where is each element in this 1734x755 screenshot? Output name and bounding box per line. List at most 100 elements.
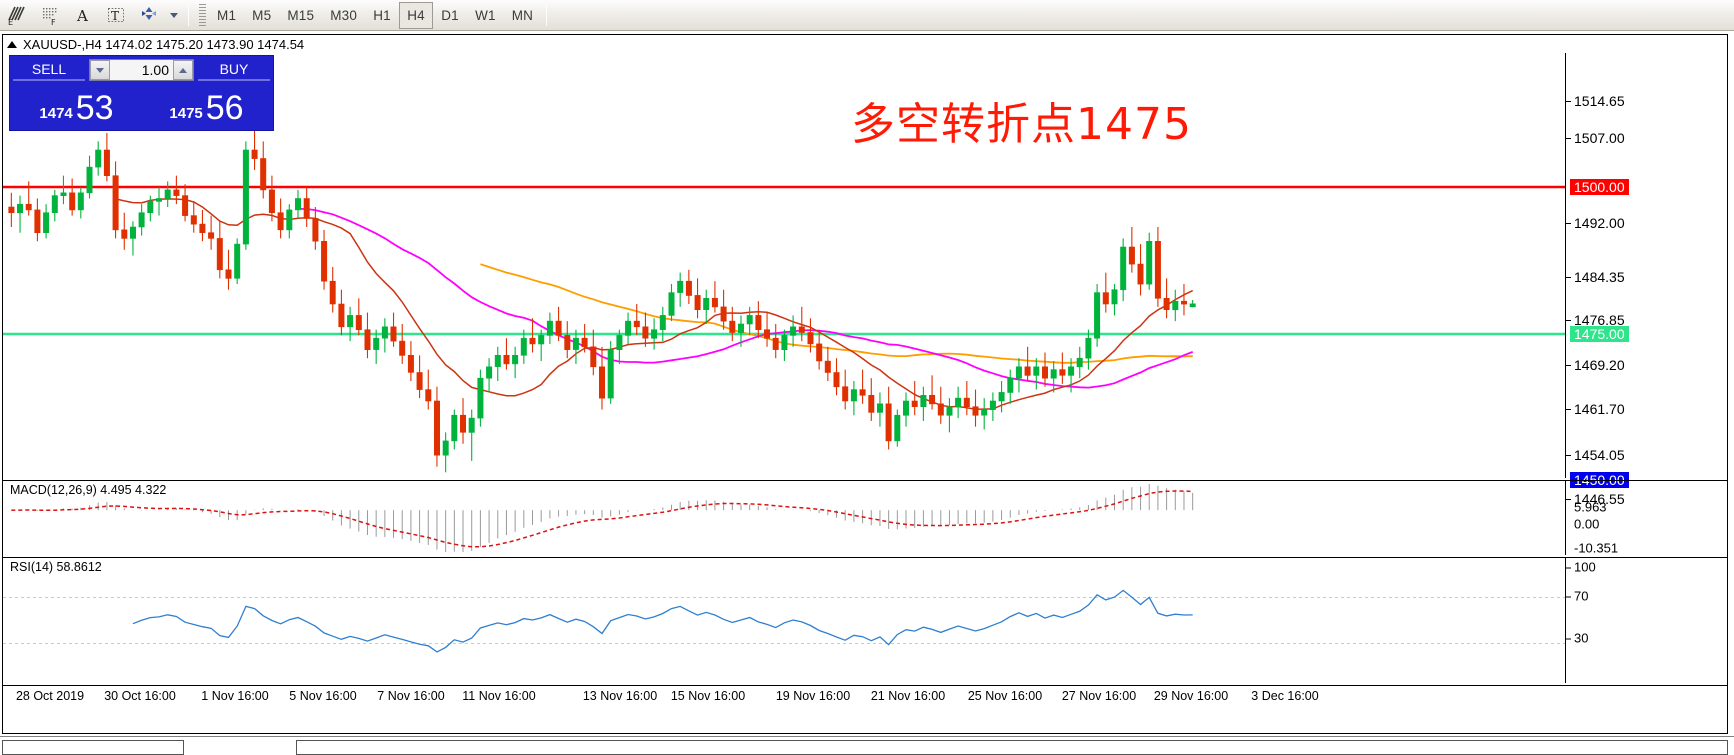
objects-icon[interactable] <box>133 2 164 29</box>
timeframe-m15[interactable]: M15 <box>287 7 315 23</box>
time-label: 1 Nov 16:00 <box>201 689 269 703</box>
bottom-status-strip <box>0 736 1734 755</box>
timeframe-h4[interactable]: H4 <box>399 1 434 29</box>
price-label-1500-00: 1500.00 <box>1570 179 1629 195</box>
price-label-1476-85: 1476.85 <box>1566 313 1625 327</box>
price-label-1492-00: 1492.00 <box>1566 216 1625 230</box>
rsi-axis-label: 30 <box>1566 632 1588 645</box>
expert-advisors-icon[interactable]: E <box>1 2 32 29</box>
ask-price-pips: 56 <box>205 89 244 127</box>
axis-tick <box>1566 409 1571 410</box>
one-click-trading-panel[interactable]: SELL 1.00 BUY 1474 53 1475 56 <box>9 55 274 131</box>
candlestick-chart <box>3 127 1565 473</box>
chart-window[interactable]: XAUUSD-,H4 1474.02 1475.20 1473.90 1474.… <box>2 34 1728 734</box>
macd-axis-label: 0.00 <box>1574 516 1600 532</box>
axis-tick <box>1566 638 1571 639</box>
volume-decrease-button[interactable] <box>90 60 110 80</box>
objects-dropdown-caret-icon[interactable] <box>166 2 182 29</box>
bid-price[interactable]: 1474 53 <box>13 82 140 125</box>
timeframe-mn[interactable]: MN <box>511 7 534 23</box>
sell-button[interactable]: SELL <box>13 59 85 81</box>
taskbar-item-1[interactable] <box>2 740 184 755</box>
macd-plot-area[interactable] <box>3 481 1565 555</box>
indicators-icon[interactable]: F <box>34 2 65 29</box>
rsi-pane[interactable]: RSI(14) 58.8612 100 70 30 <box>3 557 1727 683</box>
timeframe-h1[interactable]: H1 <box>373 7 391 23</box>
price-pane[interactable]: 1514.65 1507.00 1500.00 1492.00 1484.35 1476.… <box>3 53 1727 506</box>
rsi-axis: 100 70 30 <box>1565 558 1727 683</box>
symbol-info-bar: XAUUSD-,H4 1474.02 1475.20 1473.90 1474.… <box>3 35 1727 53</box>
price-plot-area[interactable] <box>3 53 1565 478</box>
toolbar-separator-2 <box>546 4 548 26</box>
macd-pane[interactable]: MACD(12,26,9) 4.495 4.322 5.963 0.00 -10.3… <box>3 480 1727 555</box>
chart-annotation-text: 多空转折点1475 <box>851 99 1192 150</box>
price-label-1484-35: 1484.35 <box>1566 270 1625 284</box>
time-axis[interactable]: 28 Oct 2019 30 Oct 16:00 1 Nov 16:00 5 Nov … <box>3 685 1727 707</box>
timeframe-m30[interactable]: M30 <box>330 7 358 23</box>
svg-text:E: E <box>8 18 13 26</box>
trade-panel-controls: SELL 1.00 BUY <box>10 56 273 82</box>
price-label-1514-65: 1514.65 <box>1566 94 1625 108</box>
price-label-1475-00: 1475.00 <box>1570 326 1629 342</box>
price-axis[interactable]: 1514.65 1507.00 1500.00 1492.00 1484.35 1476.… <box>1565 53 1727 506</box>
symbol-info-text: XAUUSD-,H4 1474.02 1475.20 1473.90 1474.… <box>23 36 305 52</box>
macd-label: MACD(12,26,9) 4.495 4.322 <box>8 483 169 497</box>
axis-tick <box>1566 596 1571 597</box>
bid-price-prefix: 1474 <box>39 105 73 122</box>
rsi-axis-label: 100 <box>1566 561 1596 574</box>
text-label-icon[interactable]: A <box>67 2 98 29</box>
time-label: 27 Nov 16:00 <box>1061 689 1137 703</box>
time-label: 7 Nov 16:00 <box>377 689 445 703</box>
taskbar-item-2[interactable] <box>296 740 1728 755</box>
price-label-1507-00: 1507.00 <box>1566 131 1625 145</box>
axis-tick <box>1566 138 1571 139</box>
axis-tick <box>1566 499 1571 500</box>
buy-button[interactable]: BUY <box>198 59 270 81</box>
rsi-axis-label: 70 <box>1566 590 1588 603</box>
time-label: 11 Nov 16:00 <box>462 689 536 703</box>
price-label-1454-05: 1454.05 <box>1566 448 1625 462</box>
time-label: 30 Oct 16:00 <box>104 689 176 703</box>
time-label: 3 Dec 16:00 <box>1251 689 1319 703</box>
timeframe-d1[interactable]: D1 <box>441 7 459 23</box>
timeframe-w1[interactable]: W1 <box>475 7 496 23</box>
chevron-up-icon <box>179 67 187 73</box>
axis-tick <box>1566 567 1571 568</box>
ask-price[interactable]: 1475 56 <box>143 82 270 125</box>
timeframe-toolbar-grip[interactable] <box>199 3 206 27</box>
rsi-plot-area[interactable] <box>3 558 1565 683</box>
axis-tick <box>1566 365 1571 366</box>
timeframe-m5[interactable]: M5 <box>252 7 272 23</box>
axis-tick <box>1566 223 1571 224</box>
volume-value[interactable]: 1.00 <box>141 62 169 78</box>
time-label: 29 Nov 16:00 <box>1153 689 1229 703</box>
time-label: 13 Nov 16:00 <box>582 689 658 703</box>
ask-price-prefix: 1475 <box>169 105 203 122</box>
svg-text:F: F <box>51 18 56 26</box>
time-label: 28 Oct 2019 <box>15 689 85 703</box>
timeframe-m1[interactable]: M1 <box>217 7 237 23</box>
rsi-chart <box>3 589 1565 653</box>
axis-tick <box>1566 455 1571 456</box>
collapse-triangle-icon[interactable] <box>7 40 17 48</box>
time-label: 5 Nov 16:00 <box>289 689 357 703</box>
volume-increase-button[interactable] <box>173 60 193 80</box>
price-label-1469-20: 1469.20 <box>1566 358 1625 372</box>
macd-chart <box>11 484 1194 552</box>
axis-tick <box>1566 101 1571 102</box>
macd-axis: 5.963 0.00 -10.351 <box>1565 481 1727 555</box>
axis-tick <box>1566 320 1571 321</box>
main-toolbar: E F A T <box>0 0 1734 31</box>
bid-price-pips: 53 <box>75 89 114 127</box>
svg-text:T: T <box>111 9 119 23</box>
volume-input-group[interactable]: 1.00 <box>89 59 194 81</box>
chevron-down-icon <box>96 67 104 73</box>
time-label: 21 Nov 16:00 <box>870 689 946 703</box>
rsi-label: RSI(14) 58.8612 <box>8 560 104 574</box>
toolbar-separator <box>188 4 189 26</box>
time-label: 15 Nov 16:00 <box>670 689 746 703</box>
time-label: 19 Nov 16:00 <box>775 689 851 703</box>
text-box-icon[interactable]: T <box>100 2 131 29</box>
macd-axis-label: 5.963 <box>1574 499 1607 515</box>
macd-axis-label: -10.351 <box>1574 540 1619 556</box>
